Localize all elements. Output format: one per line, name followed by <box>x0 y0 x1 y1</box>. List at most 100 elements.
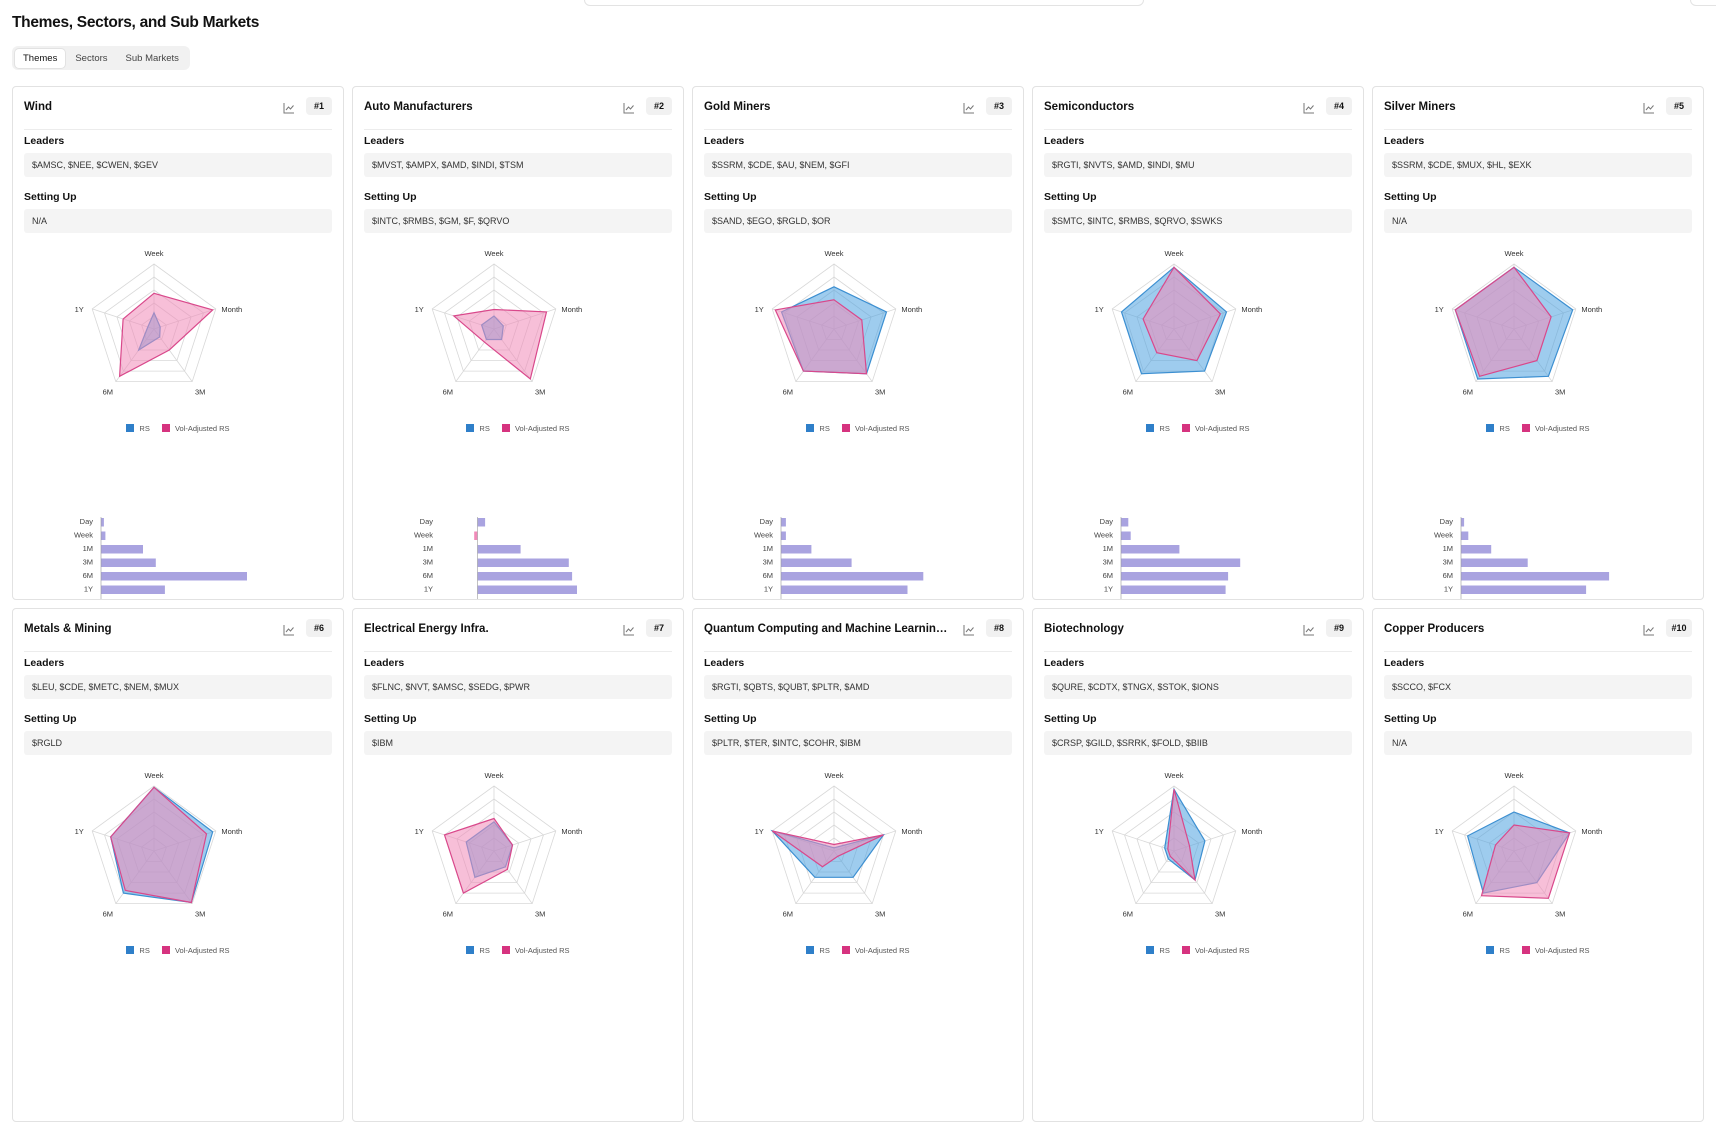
bar-mark[interactable] <box>101 558 156 568</box>
radar-series-vol-rs[interactable] <box>1480 824 1571 899</box>
bar-mark[interactable] <box>101 585 165 595</box>
bar-mark[interactable] <box>1461 545 1492 554</box>
radar-grid-ring <box>1451 785 1577 905</box>
radar-axis-label: 1Y <box>1435 305 1444 314</box>
bar-mark[interactable] <box>781 572 924 581</box>
line-chart-icon[interactable] <box>623 102 635 114</box>
card-title[interactable]: Silver Miners <box>1384 101 1456 113</box>
bar-mark[interactable] <box>101 572 247 581</box>
bar-mark[interactable] <box>781 558 852 568</box>
bar-mark[interactable] <box>477 572 573 581</box>
radar-series-vol-rs[interactable] <box>118 292 214 378</box>
bar-mark[interactable] <box>781 585 908 595</box>
bar-mark[interactable] <box>477 558 569 568</box>
legend-vol-rs[interactable]: Vol-Adjusted RS <box>1521 946 1590 955</box>
tab-sub-markets[interactable]: Sub Markets <box>125 52 179 64</box>
card-title[interactable]: Semiconductors <box>1044 101 1135 113</box>
legend-vol-rs[interactable]: Vol-Adjusted RS <box>1181 946 1250 955</box>
legend-rs-label: RS <box>479 946 490 955</box>
bar-mark[interactable] <box>1461 572 1610 581</box>
line-chart-icon[interactable] <box>963 624 975 636</box>
bar-mark[interactable] <box>781 531 786 541</box>
card-title[interactable]: Copper Producers <box>1384 623 1485 635</box>
legend-rs[interactable]: RS <box>1146 946 1170 955</box>
line-chart-icon[interactable] <box>963 102 975 114</box>
legend-rs[interactable]: RS <box>1486 946 1510 955</box>
radar-axis-label: Month <box>221 827 242 836</box>
bar-mark[interactable] <box>101 545 143 554</box>
bar-mark[interactable] <box>1121 531 1131 541</box>
radar-series-vol-rs[interactable] <box>774 299 868 375</box>
bar-mark[interactable] <box>1121 585 1226 595</box>
bar-mark[interactable] <box>781 545 812 554</box>
radar-legend: RS Vol-Adjusted RS <box>1033 946 1363 955</box>
rs-swatch <box>1146 424 1155 432</box>
line-chart-icon[interactable] <box>1643 102 1655 114</box>
card-title[interactable]: Biotechnology <box>1044 623 1124 635</box>
tab-sectors[interactable]: Sectors <box>75 52 108 64</box>
bar-category-label: Day <box>80 517 94 526</box>
bar-category-label: Week <box>1094 531 1113 540</box>
legend-rs[interactable]: RS <box>466 424 490 433</box>
card-title[interactable]: Auto Manufacturers <box>364 101 473 113</box>
legend-vol-rs[interactable]: Vol-Adjusted RS <box>161 424 230 433</box>
radar-series-vol-rs[interactable] <box>1142 266 1222 362</box>
card-title[interactable]: Metals & Mining <box>24 623 112 635</box>
bar-mark[interactable] <box>101 518 104 527</box>
legend-vol-rs-label: Vol-Adjusted RS <box>854 424 910 433</box>
legend-rs[interactable]: RS <box>466 946 490 955</box>
radar-series-vol-rs[interactable] <box>110 786 208 904</box>
radar-series-vol-rs[interactable] <box>452 308 548 381</box>
bar-mark[interactable] <box>477 545 521 554</box>
theme-card: Silver Miners #5 Leaders $SSRM, $CDE, $M… <box>1372 86 1704 600</box>
line-chart-icon[interactable] <box>623 624 635 636</box>
rs-swatch <box>1146 946 1155 954</box>
legend-rs[interactable]: RS <box>1486 424 1510 433</box>
bar-mark[interactable] <box>1121 545 1180 554</box>
legend-vol-rs[interactable]: Vol-Adjusted RS <box>1181 424 1250 433</box>
line-chart-icon[interactable] <box>1303 102 1315 114</box>
legend-vol-rs[interactable]: Vol-Adjusted RS <box>841 946 910 955</box>
card-title[interactable]: Quantum Computing and Machine Learning S… <box>704 623 952 635</box>
legend-vol-rs[interactable]: Vol-Adjusted RS <box>501 946 570 955</box>
legend-rs[interactable]: RS <box>806 946 830 955</box>
bar-mark[interactable] <box>1461 531 1469 541</box>
bar-mark[interactable] <box>1461 518 1465 527</box>
radar-series-vol-rs[interactable] <box>1167 789 1196 882</box>
card-title[interactable]: Electrical Energy Infra. <box>364 623 489 635</box>
radar-legend: RS Vol-Adjusted RS <box>693 946 1023 955</box>
bar-mark[interactable] <box>477 518 486 527</box>
line-chart-icon[interactable] <box>283 102 295 114</box>
legend-rs[interactable]: RS <box>126 424 150 433</box>
leaders-label: Leaders <box>704 135 745 147</box>
radar-series-vol-rs[interactable] <box>771 830 884 868</box>
search-bar-stub[interactable] <box>584 0 1144 6</box>
card-title[interactable]: Gold Miners <box>704 101 771 113</box>
bar-mark[interactable] <box>1121 572 1229 581</box>
legend-rs[interactable]: RS <box>1146 424 1170 433</box>
bar-mark[interactable] <box>1121 558 1241 568</box>
legend-vol-rs[interactable]: Vol-Adjusted RS <box>841 424 910 433</box>
bar-mark[interactable] <box>101 531 106 541</box>
bar-mark[interactable] <box>1461 558 1528 568</box>
line-chart-icon[interactable] <box>283 624 295 636</box>
tab-themes[interactable]: Themes <box>15 48 66 68</box>
legend-rs[interactable]: RS <box>126 946 150 955</box>
line-chart-icon[interactable] <box>1643 624 1655 636</box>
bar-mark[interactable] <box>1121 518 1129 527</box>
radar-series-vol-rs[interactable] <box>1454 266 1552 378</box>
radar-chart: Week Month 3M 6M 1Y <box>1435 249 1603 397</box>
legend-vol-rs[interactable]: Vol-Adjusted RS <box>1521 424 1590 433</box>
legend-vol-rs[interactable]: Vol-Adjusted RS <box>501 424 570 433</box>
card-title[interactable]: Wind <box>24 101 52 113</box>
bar-category-label: 3M <box>423 558 433 567</box>
bar-mark[interactable] <box>477 585 578 595</box>
bar-mark[interactable] <box>1461 585 1587 595</box>
radar-series-vol-rs[interactable] <box>443 817 514 894</box>
legend-rs[interactable]: RS <box>806 424 830 433</box>
line-chart-icon[interactable] <box>1303 624 1315 636</box>
legend-vol-rs[interactable]: Vol-Adjusted RS <box>161 946 230 955</box>
bar-mark[interactable] <box>781 518 786 527</box>
bar-mark[interactable] <box>474 531 478 541</box>
top-right-control-stub[interactable] <box>1690 0 1716 6</box>
